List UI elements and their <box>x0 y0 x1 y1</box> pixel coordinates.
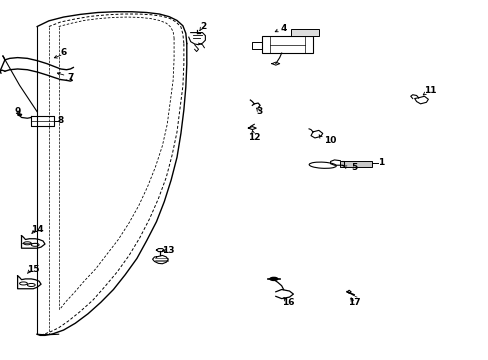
Text: 11: 11 <box>423 86 436 95</box>
Text: 1: 1 <box>378 158 384 167</box>
Text: 7: 7 <box>67 73 74 82</box>
Text: 16: 16 <box>282 298 294 307</box>
Text: 4: 4 <box>280 24 286 33</box>
Text: 9: 9 <box>14 107 21 116</box>
Text: 14: 14 <box>31 225 43 234</box>
Text: 12: 12 <box>247 133 260 142</box>
FancyBboxPatch shape <box>340 161 371 167</box>
Text: 6: 6 <box>61 48 66 57</box>
Text: 13: 13 <box>162 246 174 255</box>
FancyBboxPatch shape <box>262 36 312 53</box>
Text: 10: 10 <box>324 136 336 145</box>
Text: 17: 17 <box>347 298 360 307</box>
FancyBboxPatch shape <box>291 29 318 36</box>
Text: 5: 5 <box>350 163 356 172</box>
Circle shape <box>269 278 277 280</box>
Text: 3: 3 <box>256 107 262 116</box>
Text: 2: 2 <box>200 22 206 31</box>
Circle shape <box>18 114 21 116</box>
Text: 8: 8 <box>58 116 63 125</box>
Ellipse shape <box>308 162 336 168</box>
Text: 15: 15 <box>27 265 40 274</box>
